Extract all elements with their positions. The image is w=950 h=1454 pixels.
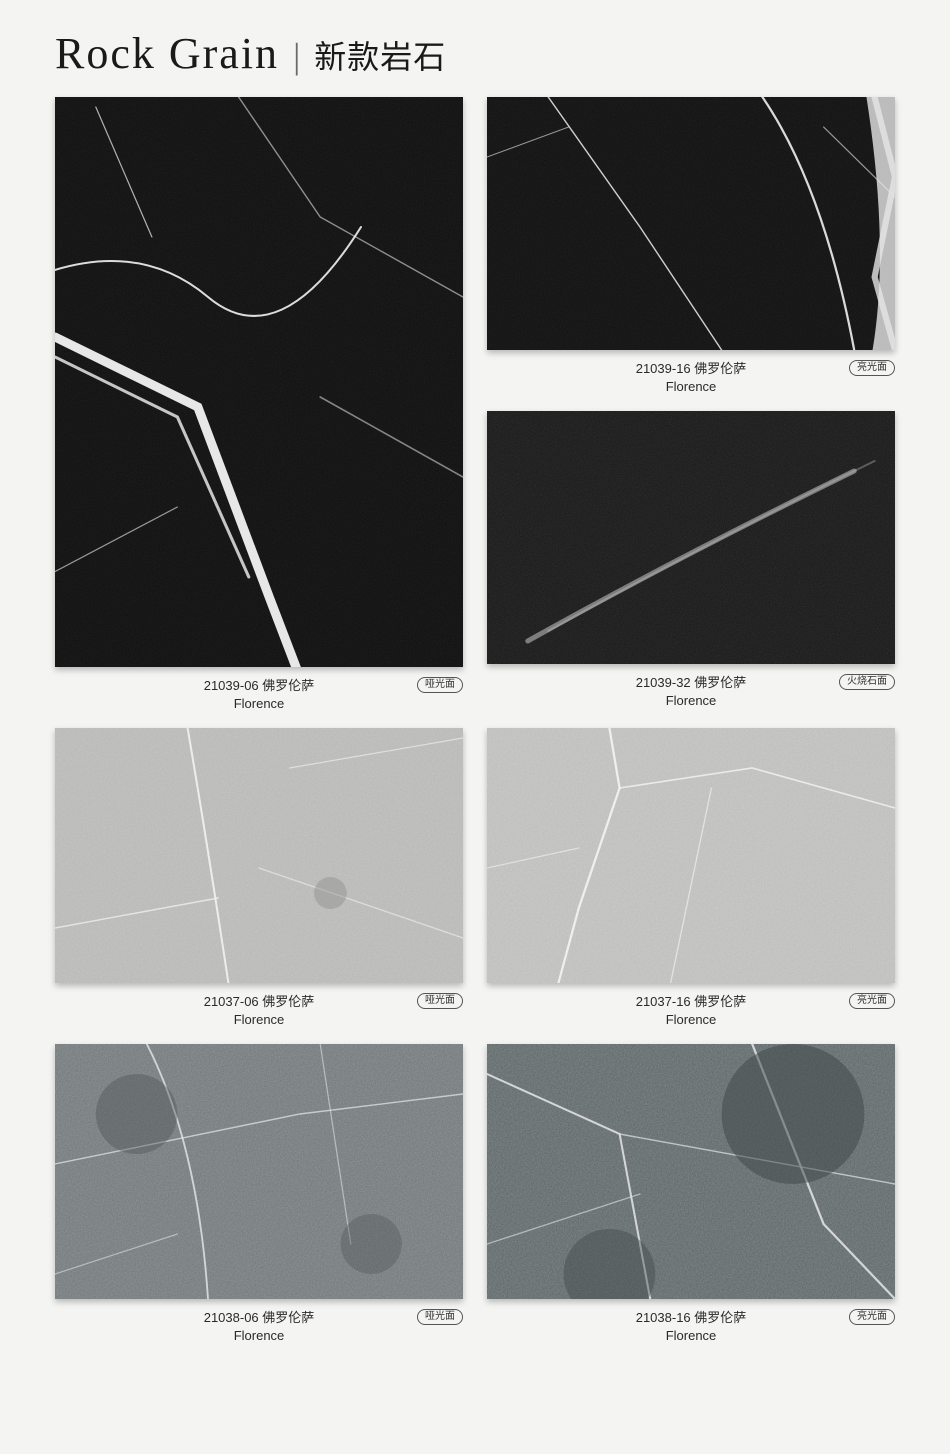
tile-21038-16: 21038-16 佛罗伦萨 Florence 亮光面 <box>487 1044 895 1344</box>
name-en: Florence <box>636 692 747 710</box>
code-line: 21038-16 佛罗伦萨 <box>636 1310 747 1325</box>
code-line: 21039-32 佛罗伦萨 <box>636 675 747 690</box>
caption-text: 21039-16 佛罗伦萨 Florence <box>636 360 747 395</box>
swatch-21038-16 <box>487 1044 895 1299</box>
name-en: Florence <box>636 1327 747 1345</box>
swatch-21037-06 <box>55 728 463 983</box>
row-3: 21038-06 佛罗伦萨 Florence 哑光面 <box>55 1044 895 1360</box>
tile-21039-32: 21039-32 佛罗伦萨 Florence 火烧石面 <box>487 411 895 709</box>
swatch-21037-16 <box>487 728 895 983</box>
caption-text: 21037-06 佛罗伦萨 Florence <box>204 993 315 1028</box>
header-title-cn: 新款岩石 <box>314 32 446 78</box>
row-1: 21039-06 佛罗伦萨 Florence 哑光面 <box>55 97 895 728</box>
code-line: 21037-06 佛罗伦萨 <box>204 994 315 1009</box>
finish-badge: 哑光面 <box>417 1309 463 1325</box>
caption-text: 21039-32 佛罗伦萨 Florence <box>636 674 747 709</box>
caption-21038-16: 21038-16 佛罗伦萨 Florence 亮光面 <box>487 1309 895 1344</box>
code-line: 21039-06 佛罗伦萨 <box>204 678 315 693</box>
caption-21039-32: 21039-32 佛罗伦萨 Florence 火烧石面 <box>487 674 895 709</box>
caption-21038-06: 21038-06 佛罗伦萨 Florence 哑光面 <box>55 1309 463 1344</box>
finish-badge: 亮光面 <box>849 1309 895 1325</box>
tile-21037-06: 21037-06 佛罗伦萨 Florence 哑光面 <box>55 728 463 1028</box>
tile-21039-16: 21039-16 佛罗伦萨 Florence 亮光面 <box>487 97 895 395</box>
tile-21039-06: 21039-06 佛罗伦萨 Florence 哑光面 <box>55 97 463 712</box>
finish-badge: 亮光面 <box>849 360 895 376</box>
name-en: Florence <box>636 1011 747 1029</box>
caption-text: 21038-16 佛罗伦萨 Florence <box>636 1309 747 1344</box>
finish-badge: 哑光面 <box>417 677 463 693</box>
name-en: Florence <box>204 1011 315 1029</box>
row-2: 21037-06 佛罗伦萨 Florence 哑光面 <box>55 728 895 1044</box>
caption-text: 21037-16 佛罗伦萨 Florence <box>636 993 747 1028</box>
caption-text: 21038-06 佛罗伦萨 Florence <box>204 1309 315 1344</box>
code-line: 21037-16 佛罗伦萨 <box>636 994 747 1009</box>
swatch-21039-16 <box>487 97 895 350</box>
page-header: Rock Grain | 新款岩石 <box>55 28 895 79</box>
header-divider: | <box>293 35 300 77</box>
caption-21039-16: 21039-16 佛罗伦萨 Florence 亮光面 <box>487 360 895 395</box>
code-line: 21039-16 佛罗伦萨 <box>636 361 747 376</box>
name-en: Florence <box>636 378 747 396</box>
swatch-21039-06 <box>55 97 463 667</box>
code-line: 21038-06 佛罗伦萨 <box>204 1310 315 1325</box>
swatch-21039-32 <box>487 411 895 664</box>
tile-21037-16: 21037-16 佛罗伦萨 Florence 亮光面 <box>487 728 895 1028</box>
name-en: Florence <box>204 695 315 713</box>
finish-badge: 火烧石面 <box>839 674 895 690</box>
swatch-21038-06 <box>55 1044 463 1299</box>
caption-text: 21039-06 佛罗伦萨 Florence <box>204 677 315 712</box>
tile-21038-06: 21038-06 佛罗伦萨 Florence 哑光面 <box>55 1044 463 1344</box>
header-title-en: Rock Grain <box>55 28 279 79</box>
name-en: Florence <box>204 1327 315 1345</box>
caption-21037-06: 21037-06 佛罗伦萨 Florence 哑光面 <box>55 993 463 1028</box>
finish-badge: 亮光面 <box>849 993 895 1009</box>
caption-21039-06: 21039-06 佛罗伦萨 Florence 哑光面 <box>55 677 463 712</box>
finish-badge: 哑光面 <box>417 993 463 1009</box>
caption-21037-16: 21037-16 佛罗伦萨 Florence 亮光面 <box>487 993 895 1028</box>
